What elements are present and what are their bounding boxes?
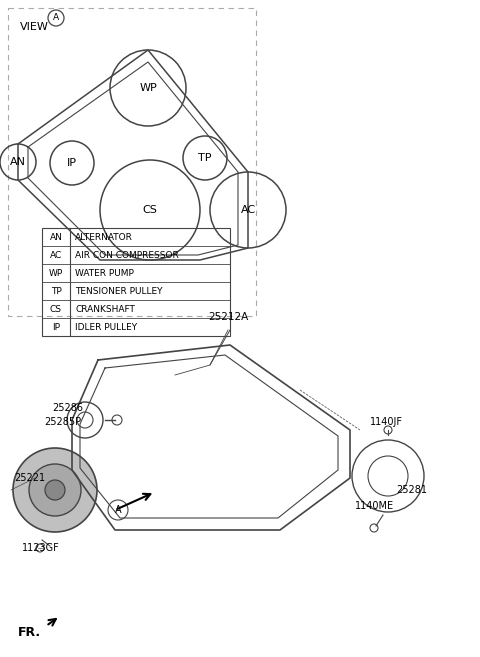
Text: TENSIONER PULLEY: TENSIONER PULLEY	[75, 286, 163, 296]
Text: 25281: 25281	[396, 485, 427, 495]
Text: 25286: 25286	[52, 403, 83, 413]
Text: ALTERNATOR: ALTERNATOR	[75, 233, 133, 242]
Text: AC: AC	[240, 205, 255, 215]
Text: 1140JF: 1140JF	[370, 417, 403, 427]
Text: CRANKSHAFT: CRANKSHAFT	[75, 304, 135, 313]
Circle shape	[13, 448, 97, 532]
Text: TP: TP	[198, 153, 212, 163]
Text: AIR CON COMPRESSOR: AIR CON COMPRESSOR	[75, 250, 179, 260]
Text: AN: AN	[10, 157, 26, 167]
Text: WATER PUMP: WATER PUMP	[75, 269, 134, 277]
Text: WP: WP	[49, 269, 63, 277]
Text: AC: AC	[50, 250, 62, 260]
Text: 25221: 25221	[14, 473, 45, 483]
Text: 1123GF: 1123GF	[22, 543, 60, 553]
Text: A: A	[115, 505, 121, 515]
Bar	[8, 8, 256, 316]
Text: IP: IP	[67, 158, 77, 168]
Text: A: A	[53, 14, 59, 22]
Text: AN: AN	[49, 233, 62, 242]
Text: WP: WP	[139, 83, 157, 93]
Text: CS: CS	[50, 304, 62, 313]
Circle shape	[45, 480, 65, 500]
Text: 1140ME: 1140ME	[355, 501, 394, 511]
Text: VIEW: VIEW	[20, 22, 49, 32]
Text: TP: TP	[50, 286, 61, 296]
Text: IP: IP	[52, 323, 60, 332]
Text: 25212A: 25212A	[208, 312, 248, 322]
Bar	[42, 228, 230, 336]
Text: IDLER PULLEY: IDLER PULLEY	[75, 323, 137, 332]
Circle shape	[29, 464, 81, 516]
Text: 25285P: 25285P	[44, 417, 81, 427]
Text: CS: CS	[143, 205, 157, 215]
Text: FR.: FR.	[18, 625, 41, 639]
